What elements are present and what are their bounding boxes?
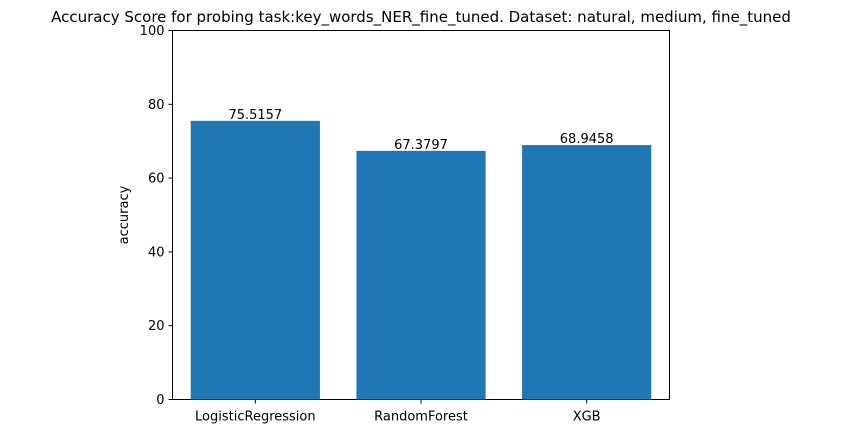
bar-xgb [522,145,652,400]
bar-value-label-logisticregression: 75.5157 [228,108,282,123]
y-tick-label-20: 20 [148,319,165,334]
y-axis: 0 20 40 60 80 100 [140,24,173,408]
chart-title: Accuracy Score for probing task:key_word… [51,8,791,27]
bar-randomforest [356,150,486,400]
y-axis-label: accuracy [117,185,132,244]
y-tick-label-40: 40 [148,245,165,260]
bar-labels-layer: 75.5157 67.3797 68.9458 [228,108,613,153]
y-tick-label-0: 0 [156,393,164,408]
x-axis: LogisticRegression RandomForest XGB [195,399,601,425]
x-tick-label-randomforest: RandomForest [374,410,468,425]
y-tick-label-100: 100 [140,24,165,39]
x-tick-label-xgb: XGB [573,410,601,425]
bar-logisticregression [190,120,320,400]
bar-value-label-randomforest: 67.3797 [394,138,448,153]
x-tick-label-logisticregression: LogisticRegression [195,410,316,425]
bar-value-label-xgb: 68.9458 [560,132,614,147]
bars-layer [190,120,652,400]
y-tick-label-80: 80 [148,98,165,113]
plot-area: 75.5157 67.3797 68.9458 LogisticRegression… [140,24,670,425]
y-tick-label-60: 60 [148,172,165,187]
